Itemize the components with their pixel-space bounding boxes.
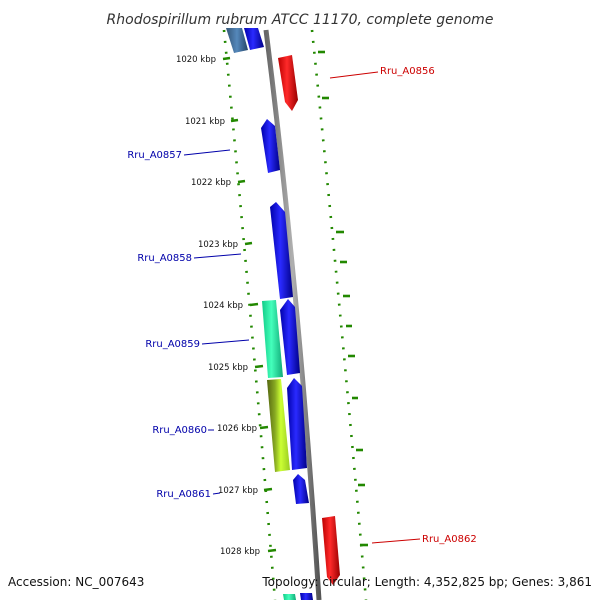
feature-olive	[267, 379, 290, 472]
tick-label: 1025 kbp	[208, 363, 248, 373]
leader-rru-a0858	[193, 253, 242, 259]
tick-mark	[263, 487, 273, 492]
tick-mark	[249, 302, 259, 307]
tick-mark	[237, 179, 246, 184]
gene-labels: Rru_A0856 Rru_A0857 Rru_A0858 Rru_A0859 …	[127, 66, 476, 545]
tick-mark	[254, 364, 264, 369]
leader-rru-a0859	[201, 339, 250, 345]
leader-lines	[183, 71, 421, 544]
gene-label-rru-a0858[interactable]: Rru_A0858	[137, 253, 192, 264]
ticks: 1020 kbp 1021 kbp 1022 kbp 1023 kbp 1024…	[176, 55, 277, 557]
feature-teal-bottom	[283, 594, 296, 600]
gc-peaks	[318, 50, 368, 547]
tick-label: 1028 kbp	[220, 547, 260, 557]
gene-rru-a0860-arrow	[287, 378, 307, 470]
map-title: Rhodospirillum rubrum ATCC 11170, comple…	[107, 12, 494, 28]
gene-rru-a0856-arrow	[278, 55, 298, 111]
gene-label-rru-a0861[interactable]: Rru_A0861	[156, 489, 211, 500]
gene-rru-a0859-arrow	[280, 299, 300, 375]
gene-label-rru-a0856[interactable]: Rru_A0856	[380, 66, 435, 77]
leader-rru-a0862	[371, 538, 421, 544]
leader-rru-a0861	[212, 492, 221, 495]
gene-label-rru-a0862[interactable]: Rru_A0862	[422, 534, 477, 545]
gene-label-rru-a0860[interactable]: Rru_A0860	[152, 425, 207, 436]
gene-rru-a0862-arrow	[322, 516, 340, 585]
leader-rru-a0857	[183, 149, 231, 156]
tick-label: 1020 kbp	[176, 55, 216, 65]
gene-rru-a0857-arrow	[261, 119, 280, 173]
tick-mark	[230, 118, 239, 123]
gc-track-outer	[310, 29, 368, 600]
gene-rru-a0858-arrow	[270, 202, 293, 299]
tick-label: 1027 kbp	[218, 486, 258, 496]
gene-rru-a0861-arrow	[293, 474, 309, 504]
topology-text: Topology: circular; Length: 4,352,825 bp…	[261, 575, 592, 589]
gene-label-rru-a0857[interactable]: Rru_A0857	[127, 150, 182, 161]
leader-rru-a0856	[329, 71, 379, 79]
genome-backbone	[263, 29, 322, 600]
accession-text: Accession: NC_007643	[8, 575, 144, 589]
feature-steel-top	[226, 28, 248, 53]
tick-mark	[244, 241, 253, 246]
tick-label: 1026 kbp	[217, 424, 257, 434]
feature-teal	[262, 300, 283, 378]
tick-label: 1021 kbp	[185, 117, 225, 127]
tick-mark	[259, 425, 269, 430]
feature-blue-top	[244, 28, 264, 50]
tick-mark	[222, 56, 231, 61]
feature-blue-bottom	[300, 593, 313, 600]
tick-label: 1022 kbp	[191, 178, 231, 188]
gene-label-rru-a0859[interactable]: Rru_A0859	[145, 339, 200, 350]
tick-mark	[267, 548, 277, 553]
tick-label: 1023 kbp	[198, 240, 238, 250]
tick-label: 1024 kbp	[203, 301, 243, 311]
